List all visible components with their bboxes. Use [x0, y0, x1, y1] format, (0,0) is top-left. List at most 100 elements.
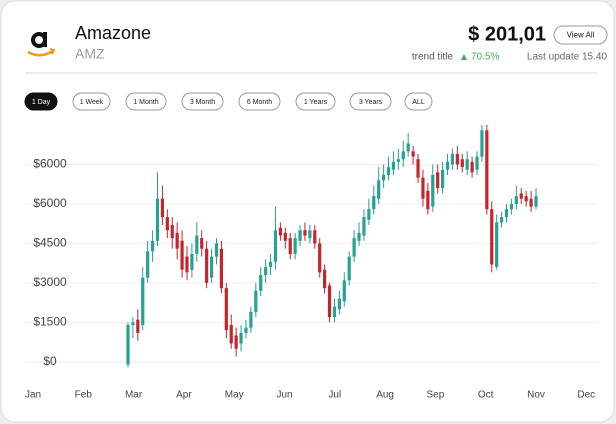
- candle-body: [268, 261, 273, 268]
- candle-body: [259, 275, 263, 291]
- candle-body: [136, 319, 140, 333]
- candle-body: [524, 196, 528, 202]
- candle-body: [382, 175, 386, 181]
- candle-body: [342, 280, 346, 302]
- x-tick-label: Dec: [577, 390, 595, 401]
- range-button-bg[interactable]: [181, 92, 224, 111]
- range-button-label[interactable]: 1 Years: [304, 99, 328, 106]
- view-all-button[interactable]: View All: [553, 25, 608, 45]
- range-button[interactable]: ALL: [404, 92, 433, 111]
- x-tick-label: Jan: [25, 390, 41, 401]
- candle-body: [519, 193, 523, 199]
- candle-body: [490, 209, 494, 265]
- range-button[interactable]: 3 Month: [181, 92, 224, 111]
- trend-arrow: [461, 54, 467, 60]
- candle-body: [175, 232, 179, 249]
- range-button-bg[interactable]: [125, 92, 167, 111]
- candle-body: [229, 325, 233, 344]
- y-tick-label: $6000: [33, 196, 67, 210]
- candle-body: [313, 230, 317, 244]
- candle-body: [303, 230, 307, 236]
- candle-body: [485, 130, 489, 210]
- candle-body: [254, 290, 258, 312]
- candle-body: [436, 172, 440, 189]
- range-button[interactable]: 1 Day: [24, 92, 58, 111]
- candle-body: [180, 240, 184, 270]
- candle-body: [224, 288, 228, 331]
- candle-body: [160, 198, 165, 218]
- candle-body: [323, 269, 327, 289]
- candle-body: [529, 198, 533, 207]
- range-button-label[interactable]: 3 Years: [359, 99, 383, 106]
- candle-body: [509, 203, 514, 210]
- range-button[interactable]: 1 Years: [295, 92, 336, 111]
- candle-body: [411, 151, 415, 157]
- candle-body: [406, 143, 410, 152]
- candle-body: [445, 161, 450, 170]
- range-button[interactable]: 6 Month: [238, 92, 281, 111]
- candle-body: [495, 222, 499, 268]
- candle-body: [470, 161, 474, 173]
- range-button-bg[interactable]: [238, 92, 281, 111]
- range-button-label[interactable]: 1 Day: [32, 99, 51, 106]
- candle-body: [372, 196, 376, 210]
- range-button-label[interactable]: 1 Week: [80, 99, 104, 106]
- range-button-label[interactable]: 6 Month: [247, 99, 272, 106]
- range-button[interactable]: 3 Years: [349, 92, 392, 111]
- candle-body: [499, 217, 504, 223]
- last-update: Last update 15.40: [527, 52, 608, 63]
- candle-body: [352, 238, 356, 257]
- range-button-bg[interactable]: [295, 92, 336, 111]
- candle-body: [337, 298, 341, 310]
- candle-body: [426, 190, 430, 210]
- candle-body: [195, 235, 199, 254]
- candle-body: [131, 322, 135, 325]
- candle-body: [391, 161, 396, 170]
- candle-body: [504, 209, 509, 218]
- range-button-label[interactable]: 1 Month: [133, 99, 158, 106]
- range-button[interactable]: 1 Month: [125, 92, 167, 111]
- range-button-label[interactable]: 3 Month: [190, 99, 215, 106]
- candle-body: [288, 238, 292, 254]
- x-tick-label: Apr: [176, 390, 192, 401]
- candle-body: [214, 243, 219, 257]
- candle-body: [205, 248, 209, 283]
- candle-body: [347, 256, 351, 281]
- candle-body: [441, 169, 445, 189]
- y-tick-label: $1500: [33, 315, 67, 329]
- range-button[interactable]: 1 Week: [72, 92, 111, 111]
- x-tick-label: Jul: [328, 390, 341, 401]
- range-button-bg[interactable]: [349, 92, 392, 111]
- range-button-bg[interactable]: [404, 92, 433, 111]
- y-tick-label: $6000: [33, 157, 67, 171]
- plot: $0 $1500 $3000 $4500 $6000 $6000 Jan Feb Mar Apr M…: [25, 125, 598, 401]
- candle-body: [200, 238, 204, 249]
- range-button-bg[interactable]: [72, 92, 111, 111]
- candle-body: [239, 332, 243, 344]
- view-all-label[interactable]: View All: [567, 31, 595, 40]
- candle-body: [514, 196, 518, 204]
- candle-body: [327, 285, 332, 318]
- trend-value: 70.5%: [471, 52, 499, 63]
- candle-body: [367, 209, 371, 220]
- candle-body: [146, 251, 150, 278]
- range-button-bg[interactable]: [24, 92, 58, 111]
- candle-body: [480, 130, 484, 157]
- candle-body: [416, 159, 420, 178]
- candle-body: [283, 232, 287, 241]
- price: $ 201,01: [468, 23, 546, 45]
- candle-body: [465, 159, 469, 170]
- range-button-label[interactable]: ALL: [412, 99, 425, 106]
- x-tick-label: Feb: [75, 390, 93, 401]
- candle-body: [209, 256, 214, 278]
- candle-body: [150, 240, 155, 252]
- ticker: AMZ: [75, 46, 105, 62]
- x-tick-label: Oct: [478, 390, 494, 401]
- x-tick-label: Sep: [427, 390, 445, 401]
- candle-body: [126, 325, 130, 365]
- candle-body: [264, 267, 268, 275]
- candle-body: [244, 327, 248, 333]
- candle-body: [431, 175, 435, 207]
